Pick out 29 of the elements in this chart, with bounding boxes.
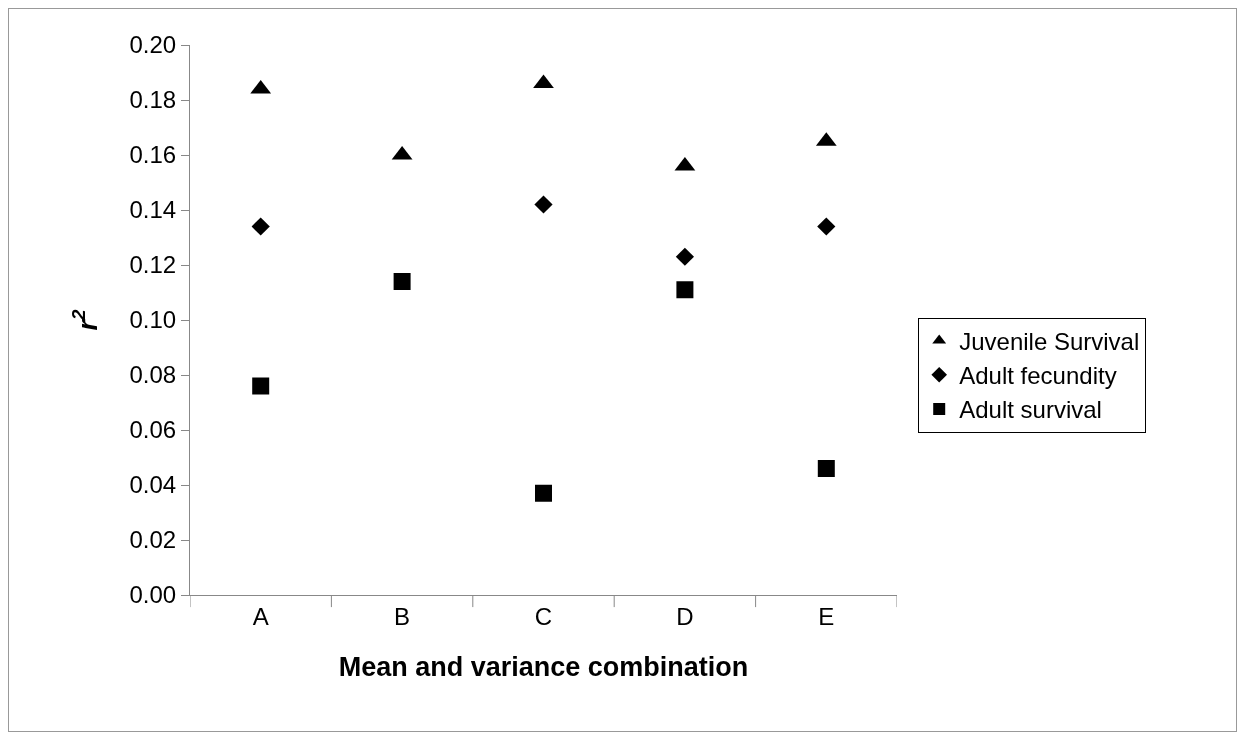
x-tick-label: A — [252, 602, 269, 630]
y-tick-label: 0.12 — [129, 251, 177, 279]
y-tick-label: 0.06 — [129, 416, 177, 444]
point — [251, 217, 270, 236]
y-tick-label: 0.04 — [129, 471, 177, 499]
point — [676, 281, 694, 299]
point — [534, 195, 553, 214]
y-tick-label: 0.16 — [129, 141, 177, 169]
x-axis-title: Mean and variance combination — [338, 652, 749, 683]
y-tick-label: 0.20 — [129, 31, 177, 59]
y-tick-label: 0.10 — [129, 306, 177, 334]
point — [675, 247, 694, 266]
y-tick-label: 0.02 — [129, 526, 177, 554]
x-tick-label: C — [534, 602, 553, 630]
point — [252, 377, 270, 395]
point — [817, 460, 835, 477]
x-tick-label: E — [818, 602, 835, 630]
x-tick-label: B — [394, 602, 411, 630]
y-tick-label: 0.14 — [129, 196, 177, 224]
x-tick-label: D — [676, 602, 694, 630]
point — [817, 217, 836, 236]
y-tick-label: 0.08 — [129, 361, 177, 389]
legend-label: Juvenile Survival — [959, 327, 1140, 355]
legend-label: Adult survival — [959, 396, 1102, 424]
y-tick-label: 0.00 — [129, 581, 177, 609]
y-tick-label: 0.18 — [129, 86, 177, 114]
legend-label: Adult fecundity — [959, 362, 1117, 390]
point — [393, 273, 411, 290]
point — [535, 484, 552, 502]
